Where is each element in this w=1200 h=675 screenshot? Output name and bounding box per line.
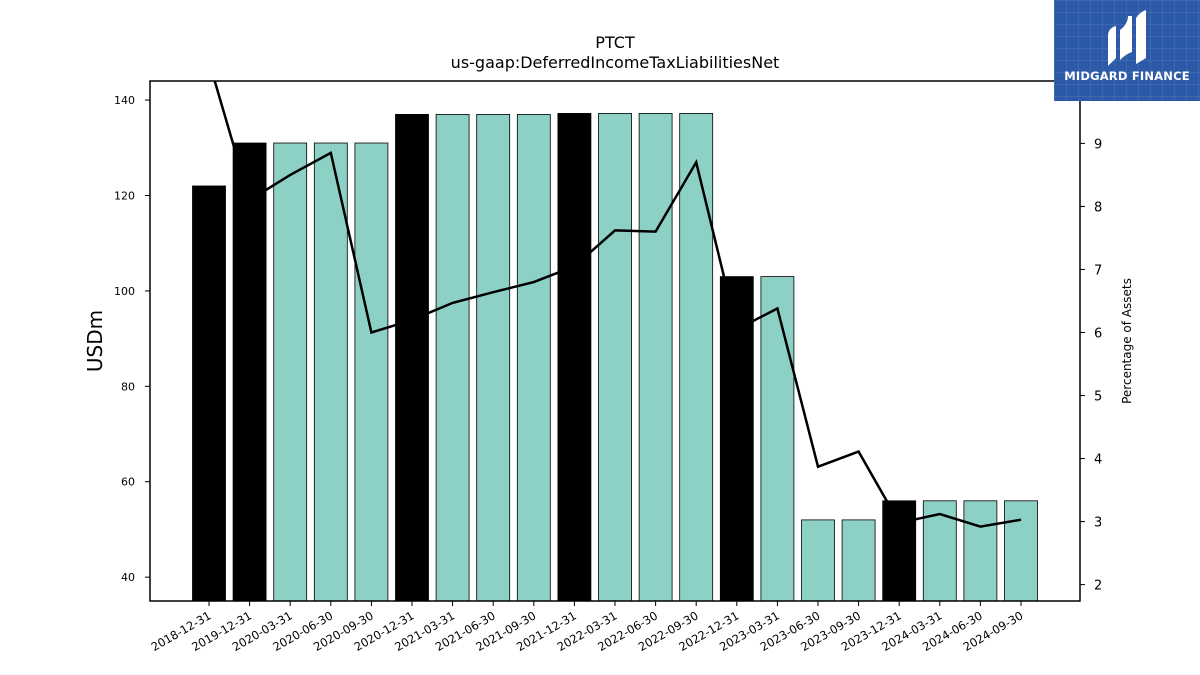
y-axis-label: USDm [83,310,107,372]
line-layer [213,81,1022,528]
bar-2020-03-31 [273,142,308,602]
logo-text: MIDGARD FINANCE [1064,69,1190,83]
y-tick-label-60: 60 [121,476,135,489]
bar-2021-03-31 [435,113,470,602]
y-tick-label-40: 40 [121,571,135,584]
bar-2020-06-30 [313,142,348,602]
midgard-logo-icon [1108,10,1146,66]
y2-tick-label-5: 5 [1094,390,1102,405]
y2-tick-label-8: 8 [1094,200,1102,215]
bar-2023-12-31 [882,500,917,602]
y2-axis: 2 3 4 5 6 7 8 9 [1080,137,1102,594]
bar-2018-12-31 [192,185,226,602]
bar-2019-12-31 [232,142,267,602]
y2-tick-label-3: 3 [1094,516,1102,531]
y2-tick-label-4: 4 [1094,453,1102,468]
bars-group [192,113,1038,602]
bar-2024-09-30 [1004,500,1038,602]
bar-2023-03-31 [760,276,795,602]
x-axis: 2018-12-312019-12-312020-03-312020-06-30… [149,601,1026,654]
bar-2023-06-30 [801,519,835,602]
bar-2023-09-30 [841,519,876,602]
y2-tick-label-2: 2 [1094,579,1102,594]
bar-2021-09-30 [516,113,551,602]
bar-2022-09-30 [679,113,714,602]
bar-2021-12-31 [557,113,592,602]
y2-tick-label-7: 7 [1094,263,1102,278]
midgard-finance-logo: MIDGARD FINANCE [1054,0,1200,101]
bar-2024-06-30 [963,500,998,602]
y2-tick-label-9: 9 [1094,137,1102,152]
chart-title: PTCT [595,33,635,52]
y-tick-label-120: 120 [114,189,135,202]
bar-2021-06-30 [476,113,511,602]
bar-2020-09-30 [354,142,389,602]
y2-tick-label-6: 6 [1094,326,1102,341]
y2-axis-label: Percentage of Assets [1120,278,1134,404]
y-axis: 40 60 80 100 120 140 [114,94,150,584]
chart-subtitle: us-gaap:DeferredIncomeTaxLiabilitiesNet [451,53,780,72]
y-tick-label-80: 80 [121,380,135,393]
percentage-of-assets-line [213,81,1022,528]
bar-2022-06-30 [638,113,673,602]
bar-2020-12-31 [395,113,429,602]
y-tick-label-100: 100 [114,285,135,298]
y-tick-label-140: 140 [114,94,135,107]
bar-2022-03-31 [598,113,632,602]
